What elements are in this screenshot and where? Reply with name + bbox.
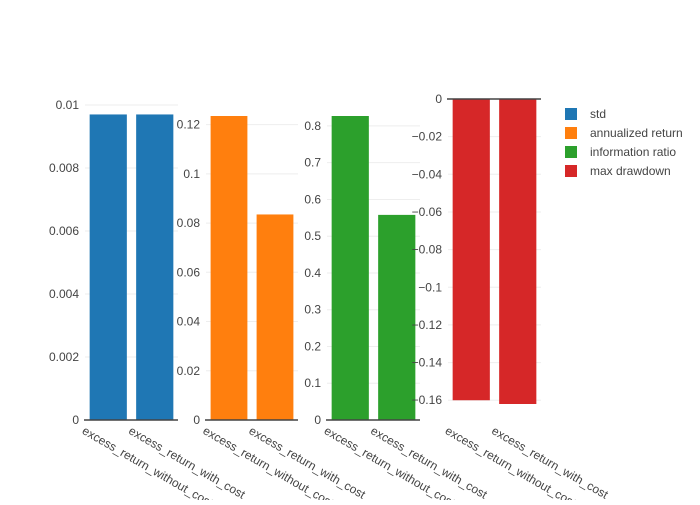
y-tick-label: 0.6 (304, 192, 321, 206)
y-tick-label: −0.08 (412, 243, 443, 257)
y-tick-label: 0.4 (304, 266, 321, 280)
y-tick-label: −0.16 (412, 393, 443, 407)
y-tick-label: −0.06 (412, 205, 443, 219)
legend-label: max drawdown (590, 164, 671, 178)
legend-swatch (565, 146, 577, 158)
y-tick-label: 0.3 (304, 303, 321, 317)
legend-label: information ratio (590, 145, 676, 159)
legend-item[interactable]: annualized return (565, 126, 683, 140)
y-tick-label: 0.02 (177, 364, 201, 378)
y-tick-label: 0 (435, 92, 442, 106)
bar[interactable] (89, 114, 127, 420)
y-tick-label: 0.006 (49, 224, 79, 238)
y-tick-label: 0.1 (183, 167, 200, 181)
bar[interactable] (331, 116, 369, 420)
y-tick-label: 0.12 (177, 118, 201, 132)
y-tick-label: −0.04 (412, 167, 443, 181)
y-tick-label: 0.2 (304, 339, 321, 353)
y-tick-label: −0.02 (412, 130, 443, 144)
legend-item[interactable]: max drawdown (565, 164, 671, 178)
bar[interactable] (210, 116, 248, 420)
bar[interactable] (499, 99, 537, 404)
legend-swatch (565, 127, 577, 139)
y-tick-label: 0.01 (56, 98, 80, 112)
bar[interactable] (256, 214, 294, 420)
y-tick-label: 0.06 (177, 265, 201, 279)
y-tick-label: 0 (314, 413, 321, 427)
bar[interactable] (452, 99, 490, 401)
legend-label: annualized return (590, 126, 683, 140)
y-tick-label: 0.002 (49, 350, 79, 364)
y-tick-label: 0.004 (49, 287, 79, 301)
legend-label: std (590, 107, 606, 121)
y-tick-label: 0.008 (49, 161, 79, 175)
legend-swatch (565, 165, 577, 177)
legend-item[interactable]: std (565, 107, 606, 121)
y-tick-label: 0 (193, 413, 200, 427)
legend-item[interactable]: information ratio (565, 145, 676, 159)
legend[interactable]: std annualized return information ratio max… (565, 107, 683, 178)
y-tick-label: 0.7 (304, 156, 321, 170)
bar[interactable] (136, 114, 174, 420)
y-tick-label: 0.04 (177, 315, 201, 329)
legend-swatch (565, 108, 577, 120)
y-tick-label: 0.1 (304, 376, 321, 390)
y-tick-label: 0 (72, 413, 79, 427)
y-tick-label: 0.5 (304, 229, 321, 243)
y-tick-label: −0.1 (418, 280, 442, 294)
bar[interactable] (378, 214, 416, 420)
y-tick-label: −0.14 (412, 356, 443, 370)
y-tick-label: 0.8 (304, 119, 321, 133)
y-tick-label: 0.08 (177, 216, 201, 230)
y-tick-label: −0.12 (412, 318, 443, 332)
